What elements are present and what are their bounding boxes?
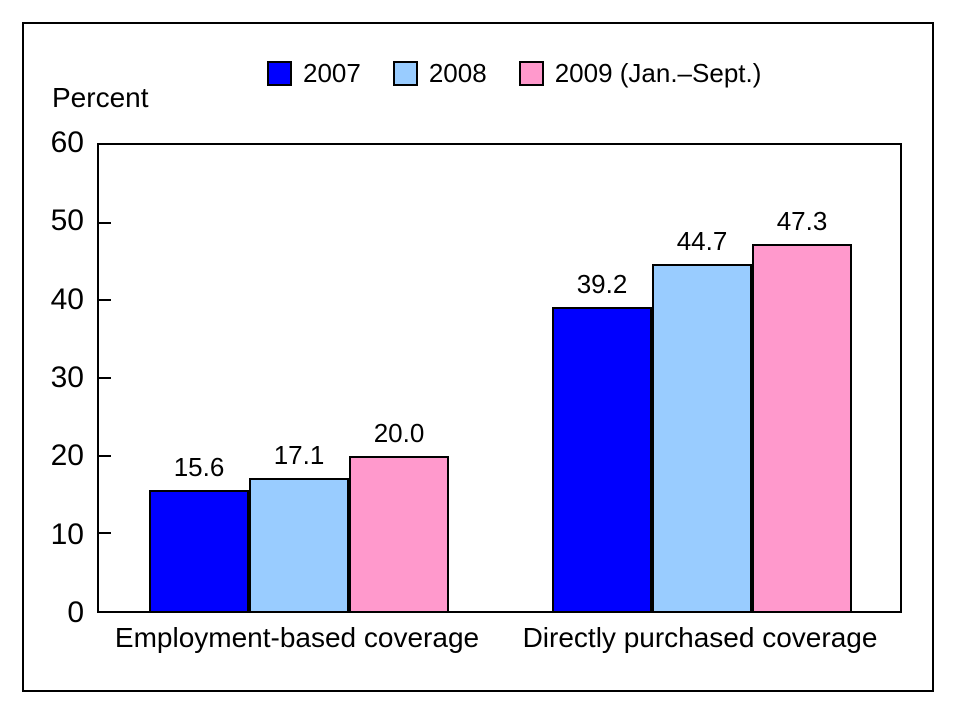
y-tick-mark <box>99 455 111 457</box>
y-tick-label: 0 <box>67 596 84 629</box>
legend-swatch-icon <box>267 61 292 86</box>
bar-value-label: 17.1 <box>273 440 325 470</box>
legend-swatch-icon <box>518 61 544 86</box>
bar-value-label: 44.7 <box>676 226 728 256</box>
y-tick-label: 40 <box>50 282 84 316</box>
legend-item: 2009 (Jan.–Sept.) <box>518 58 762 89</box>
bar-series-3-group-2 <box>752 244 852 611</box>
y-tick-label: 30 <box>50 361 84 394</box>
y-axis-title: Percent <box>52 82 149 113</box>
legend-label: 2009 (Jan.–Sept.) <box>554 58 762 88</box>
category-label: Directly purchased coverage <box>522 622 878 653</box>
legend-label: 2007 <box>303 58 361 88</box>
legend-item: 2008 <box>392 58 487 89</box>
y-tick-label: 50 <box>50 204 84 238</box>
legend-item: 2007 <box>267 58 361 89</box>
legend-swatch-icon <box>392 61 418 86</box>
y-tick-label: 60 <box>50 126 84 159</box>
bar-series-2-group-2 <box>652 264 752 611</box>
bar-value-label: 39.2 <box>576 269 628 299</box>
legend-label: 2008 <box>428 58 487 88</box>
y-tick-mark <box>99 222 111 224</box>
y-tick-label: 10 <box>50 517 84 551</box>
legend: 2007 2008 2009 (Jan.–Sept.) <box>267 58 761 89</box>
bar-value-label: 47.3 <box>776 206 828 236</box>
bar-series-1-group-1 <box>149 490 249 611</box>
category-label: Employment-based coverage <box>114 622 480 653</box>
bar-series-3-group-1 <box>349 456 449 611</box>
bar-series-2-group-1 <box>249 478 349 611</box>
plot-area: 15.6 17.1 20.0 39.2 44.7 47.3 <box>97 143 902 613</box>
bar-series-1-group-2 <box>552 307 652 611</box>
y-tick-mark <box>99 299 111 301</box>
y-tick-mark <box>99 532 111 534</box>
y-tick-label: 20 <box>50 439 84 473</box>
y-tick-mark <box>99 377 111 379</box>
bar-value-label: 15.6 <box>173 452 225 482</box>
bar-value-label: 20.0 <box>373 418 425 448</box>
